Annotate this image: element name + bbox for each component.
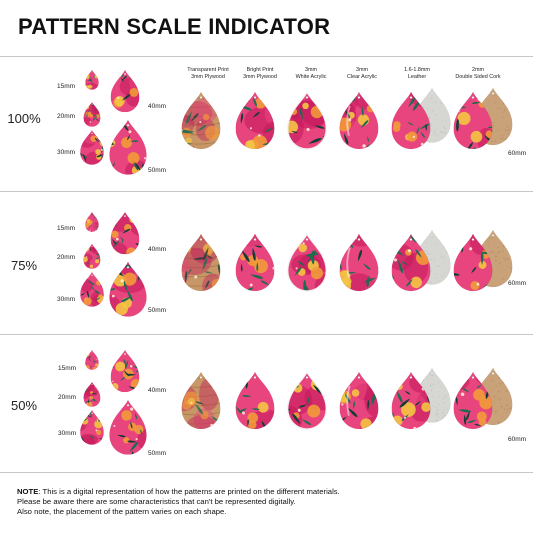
column-header-line1: Transparent Print — [187, 67, 229, 73]
size-swatch-20mm — [82, 101, 102, 127]
column-header-transparent-plywood: Transparent Print 3mm Plywood — [176, 67, 240, 80]
material-swatch — [232, 233, 278, 292]
size-label-40mm: 40mm — [148, 246, 167, 253]
column-header-line2: White Acrylic — [295, 73, 327, 80]
column-header-line2: Leather — [407, 73, 427, 80]
material-swatch — [450, 91, 496, 150]
material-swatch — [336, 233, 382, 292]
title-divider — [0, 56, 533, 57]
material-swatch — [178, 371, 224, 430]
note-line-1: NOTE: This is a digital representation o… — [17, 487, 340, 497]
size-label-50mm: 50mm — [148, 167, 167, 174]
material-swatch — [232, 371, 278, 430]
material-swatch — [450, 233, 496, 292]
material-swatch — [284, 90, 330, 150]
column-header-line1: 3mm — [305, 67, 317, 73]
material-swatch — [336, 91, 382, 150]
size-swatch-20mm — [82, 381, 102, 407]
size-swatch-20mm — [82, 243, 102, 269]
row-divider — [0, 191, 533, 192]
material-swatch — [388, 233, 434, 292]
size-swatch-50mm — [106, 119, 150, 175]
note-line-3: Also note, the placement of the pattern … — [17, 507, 227, 516]
size-label-20mm: 20mm — [57, 113, 76, 120]
size-label-40mm: 40mm — [148, 103, 167, 110]
size-swatch-15mm — [84, 69, 100, 90]
note-label: NOTE — [17, 487, 39, 496]
size-label-30mm: 30mm — [58, 430, 77, 437]
size-swatch-15mm — [84, 211, 100, 232]
footer-divider — [0, 472, 533, 473]
page-title: PATTERN SCALE INDICATOR — [18, 14, 331, 39]
scale-label-50: 50% — [10, 398, 38, 413]
size-swatch-30mm — [78, 409, 106, 445]
column-header-line1: 1.6-1.8mm — [404, 67, 430, 73]
material-swatch — [284, 232, 330, 292]
size-label-40mm: 40mm — [148, 387, 167, 394]
column-header-line2: Clear Acrylic — [347, 73, 377, 80]
size-swatch-40mm — [108, 349, 142, 393]
width-label-60mm: 60mm — [508, 280, 527, 287]
note-line-2: Please be aware there are some character… — [17, 497, 296, 506]
material-swatch — [388, 91, 434, 150]
width-label-60mm: 60mm — [508, 150, 527, 157]
size-swatch-50mm — [106, 261, 150, 317]
size-label-20mm: 20mm — [58, 394, 77, 401]
material-swatch — [178, 91, 224, 150]
column-header-leather: 1.6-1.8mm Leather — [385, 67, 449, 80]
column-header-line2: 3mm Plywood — [191, 73, 225, 80]
material-swatch — [450, 371, 496, 430]
column-header-white-acrylic: 3mm White Acrylic — [279, 67, 343, 80]
size-swatch-40mm — [108, 69, 142, 113]
size-label-15mm: 15mm — [57, 83, 76, 90]
size-label-20mm: 20mm — [57, 254, 76, 261]
column-header-bright-plywood: Bright Print 3mm Plywood — [228, 67, 292, 80]
column-header-line1: 3mm — [356, 67, 368, 73]
size-label-50mm: 50mm — [148, 450, 167, 457]
footer-note: NOTE: This is a digital representation o… — [17, 487, 340, 517]
size-label-30mm: 30mm — [57, 149, 76, 156]
width-label-60mm: 60mm — [508, 436, 527, 443]
size-swatch-40mm — [108, 211, 142, 255]
size-swatch-15mm — [84, 349, 100, 370]
material-swatch — [284, 370, 330, 430]
size-label-15mm: 15mm — [58, 365, 77, 372]
column-header-line1: Bright Print — [246, 67, 274, 73]
material-swatch — [388, 371, 434, 430]
size-swatch-30mm — [78, 129, 106, 165]
column-header-clear-acrylic: 3mm Clear Acrylic — [330, 67, 394, 80]
size-swatch-30mm — [78, 271, 106, 307]
row-divider — [0, 334, 533, 335]
column-header-cork: 2mm Double Sided Cork — [446, 67, 510, 80]
scale-label-75: 75% — [10, 258, 38, 273]
material-swatch — [232, 91, 278, 150]
material-swatch — [178, 233, 224, 292]
column-header-line2: 3mm Plywood — [243, 73, 277, 80]
material-swatch — [336, 371, 382, 430]
column-header-line2: Double Sided Cork — [455, 73, 501, 80]
size-swatch-50mm — [106, 399, 150, 455]
size-label-50mm: 50mm — [148, 307, 167, 314]
scale-label-100: 100% — [7, 111, 41, 126]
size-label-15mm: 15mm — [57, 225, 76, 232]
size-label-30mm: 30mm — [57, 296, 76, 303]
column-header-line1: 2mm — [472, 67, 484, 73]
note-text: : This is a digital representation of ho… — [38, 487, 340, 496]
